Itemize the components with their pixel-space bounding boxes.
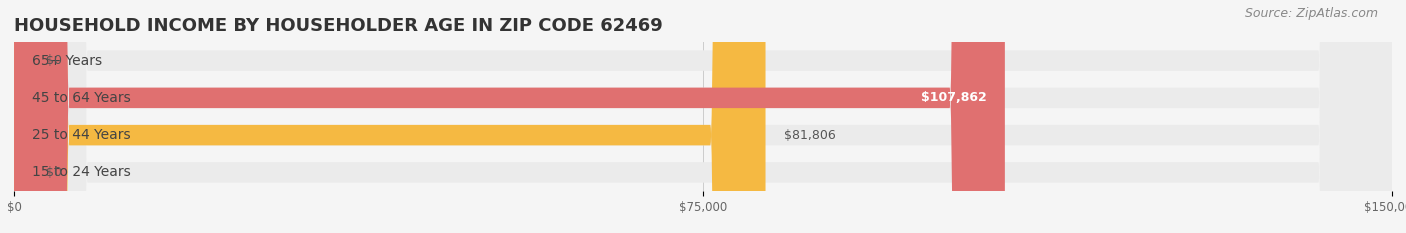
Text: $81,806: $81,806: [785, 129, 835, 142]
FancyBboxPatch shape: [14, 0, 1392, 233]
FancyBboxPatch shape: [14, 0, 1392, 233]
FancyBboxPatch shape: [14, 0, 1392, 233]
Text: $107,862: $107,862: [921, 91, 987, 104]
FancyBboxPatch shape: [14, 0, 1392, 233]
Text: $0: $0: [46, 54, 62, 67]
Text: Source: ZipAtlas.com: Source: ZipAtlas.com: [1244, 7, 1378, 20]
FancyBboxPatch shape: [14, 0, 765, 233]
Text: 25 to 44 Years: 25 to 44 Years: [32, 128, 131, 142]
Text: 15 to 24 Years: 15 to 24 Years: [32, 165, 131, 179]
Text: HOUSEHOLD INCOME BY HOUSEHOLDER AGE IN ZIP CODE 62469: HOUSEHOLD INCOME BY HOUSEHOLDER AGE IN Z…: [14, 17, 662, 35]
FancyBboxPatch shape: [14, 0, 1005, 233]
Text: 65+ Years: 65+ Years: [32, 54, 103, 68]
Text: $0: $0: [46, 166, 62, 179]
Text: 45 to 64 Years: 45 to 64 Years: [32, 91, 131, 105]
